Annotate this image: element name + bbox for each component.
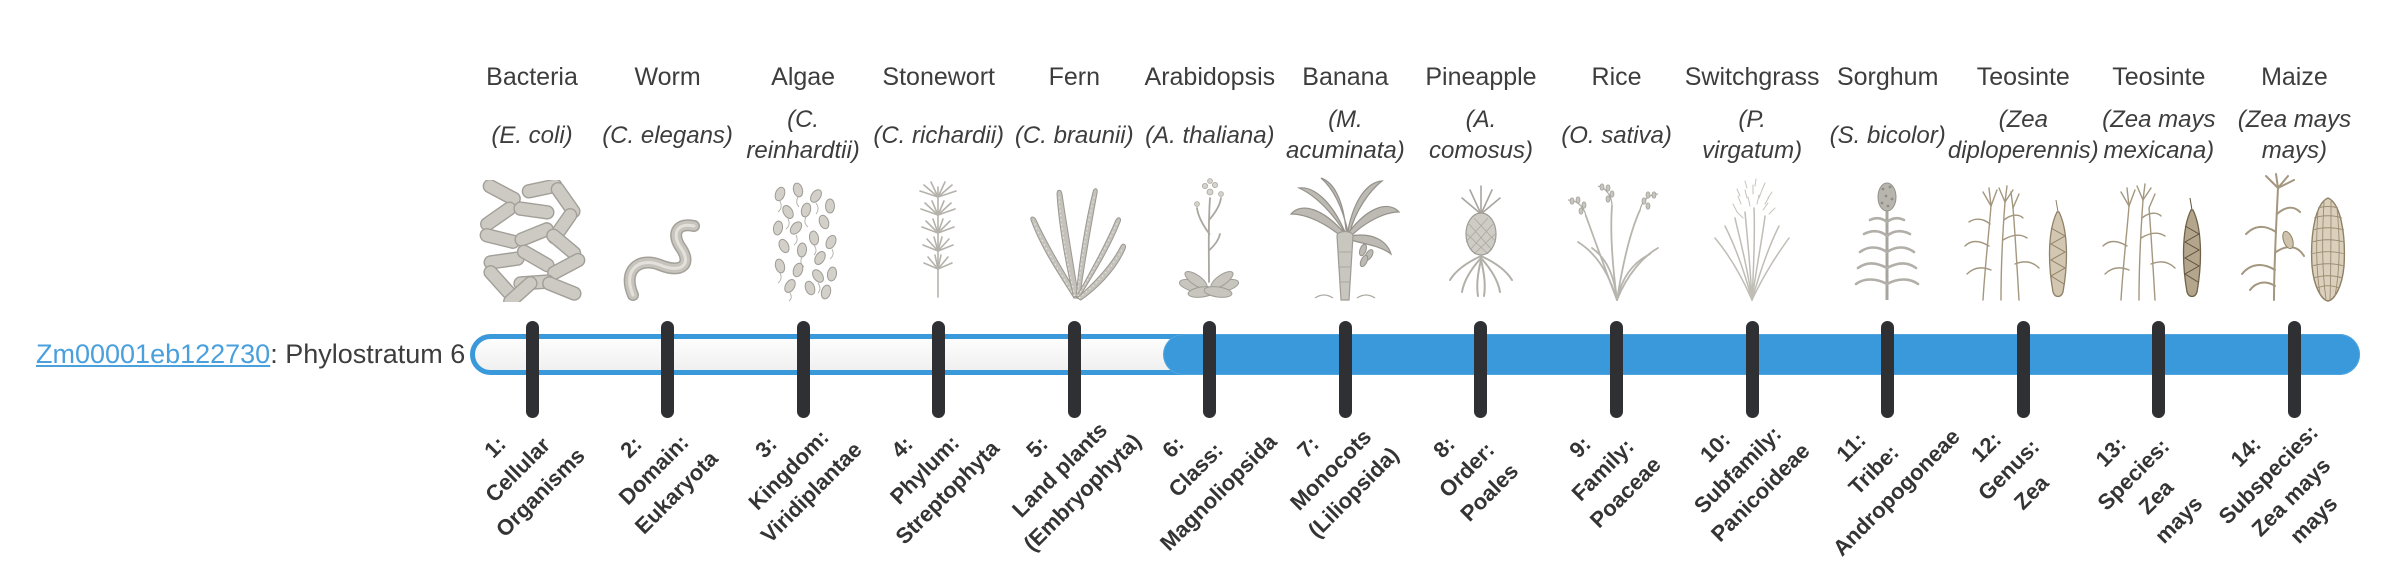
organism-species-name: (C. elegans) — [602, 121, 733, 149]
tick-mark — [1067, 321, 1081, 418]
organism-name: Algae — [771, 63, 836, 91]
tick-mark — [2287, 321, 2301, 418]
gene-label: Zm00001eb122730: Phylostratum 6 — [36, 334, 465, 375]
organism-name: Worm — [634, 63, 701, 91]
tick-mark — [932, 321, 946, 418]
organism-species-name: (Zea mays mays) — [2237, 106, 2352, 164]
gene-link[interactable]: Zm00001eb122730 — [36, 339, 271, 369]
tick-mark — [661, 321, 675, 418]
fern-icon — [1017, 174, 1132, 307]
organism-species-name: (A. thaliana) — [1145, 121, 1275, 149]
switchgrass-icon — [1707, 174, 1797, 307]
banana-icon — [1285, 174, 1405, 307]
stratum-rank-label: 10: Subfamily: Panicoideae — [1689, 421, 1815, 547]
stratum-rank-label: 3: Kingdom: Viridiplantae — [743, 424, 867, 548]
tick-mark — [1745, 321, 1759, 418]
organism-species-name: (M. acuminata) — [1286, 106, 1405, 164]
arabidopsis-icon — [1172, 174, 1247, 307]
algae-icon — [768, 182, 838, 307]
organism-species-name: (P. virgatum) — [1702, 106, 1803, 164]
tick-mark — [1203, 321, 1217, 418]
teosinte-diploperennis-icon — [1961, 176, 2086, 307]
stratum-rank-label: 12: Genus: Zea — [1966, 426, 2054, 515]
stratum-rank-label: 7: Monocots (Liliopsida) — [1285, 424, 1405, 543]
tick-mark — [525, 321, 539, 418]
organism-name: Stonewort — [882, 63, 995, 91]
stratum-rank-label: 14: Subspecies: Zea mays mays — [2214, 419, 2343, 549]
stratum-rank-label: 9: Family: Poaceae — [1563, 431, 1666, 533]
stratum-rank-label: 11: Tribe: Andropogoneae — [1827, 423, 1965, 561]
organism-species-name: (Zea diploperennis) — [1947, 106, 2099, 164]
organism-species-name: (A. comosus) — [1428, 106, 1533, 164]
organism-name: Maize — [2261, 63, 2328, 91]
pineapple-icon — [1446, 174, 1516, 307]
organism-name: Fern — [1048, 63, 1100, 91]
tick-mark — [1610, 321, 1624, 418]
organism-name: Teosinte — [1976, 63, 2070, 91]
organism-species-name: (C. braunii) — [1014, 121, 1134, 149]
stratum-rank-label: 5: Land plants (Embryophyta) — [1007, 417, 1147, 557]
tick-mark — [1338, 321, 1352, 418]
maize-icon — [2234, 170, 2354, 307]
organism-species-name: (S. bicolor) — [1829, 121, 1946, 149]
tick-mark — [2152, 321, 2166, 418]
rice-icon — [1562, 174, 1672, 307]
organism-species-name: (Zea mays mexicana) — [2102, 106, 2216, 164]
organism-species-name: (E. coli) — [491, 121, 573, 149]
organism-name: Sorghum — [1836, 63, 1939, 91]
organism-name: Arabidopsis — [1144, 63, 1276, 91]
tick-mark — [796, 321, 810, 418]
tick-mark — [1474, 321, 1488, 418]
stratum-rank-label: 6: Class: Magnoliopsida — [1154, 428, 1282, 556]
organism-name: Bacteria — [486, 63, 578, 91]
stratum-rank-label: 2: Domain: Eukaryota — [613, 429, 723, 539]
sorghum-icon — [1850, 176, 1925, 307]
worm-icon — [620, 207, 715, 307]
teosinte-mexicana-icon — [2101, 176, 2216, 307]
tick-mark — [1881, 321, 1895, 418]
bacteria-icon — [476, 178, 588, 309]
stratum-rank-label: 8: Order: Poales — [1428, 431, 1524, 527]
stratum-rank-label: 1: Cellular Organisms — [479, 431, 590, 542]
organism-name: Banana — [1302, 63, 1389, 91]
organism-name: Switchgrass — [1684, 63, 1820, 91]
organism-name: Teosinte — [2112, 63, 2206, 91]
stonewort-icon — [911, 177, 966, 307]
organism-species-name: (O. sativa) — [1561, 121, 1672, 149]
gene-phylostratum-text: : Phylostratum 6 — [270, 339, 466, 369]
organism-species-name: (C. reinhardtii) — [746, 106, 860, 164]
organism-name: Pineapple — [1425, 63, 1537, 91]
stratum-rank-label: 4: Phylum: Streptophyta — [884, 430, 1004, 550]
organism-species-name: (C. richardii) — [873, 121, 1005, 149]
organism-name: Rice — [1591, 63, 1642, 91]
tick-mark — [2016, 321, 2030, 418]
